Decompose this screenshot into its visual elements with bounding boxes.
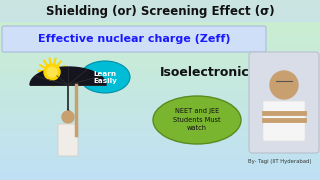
FancyBboxPatch shape [0,0,320,22]
Circle shape [270,71,298,99]
Text: Isoelectronic: Isoelectronic [160,66,250,78]
Ellipse shape [80,61,130,93]
Text: NEET and JEE
Students Must
watch: NEET and JEE Students Must watch [173,109,221,132]
FancyBboxPatch shape [249,52,319,153]
Circle shape [62,111,74,123]
FancyBboxPatch shape [2,26,266,52]
Text: Shielding (or) Screening Effect (σ): Shielding (or) Screening Effect (σ) [46,4,274,17]
Circle shape [44,64,60,80]
Text: By- Tagi (IIT Hyderabad): By- Tagi (IIT Hyderabad) [248,159,311,165]
Text: Learn
Easily: Learn Easily [93,71,117,84]
Circle shape [47,67,57,77]
Polygon shape [30,67,106,85]
FancyBboxPatch shape [263,101,305,141]
Text: Effective nuclear charge (Zeff): Effective nuclear charge (Zeff) [38,34,230,44]
FancyBboxPatch shape [58,124,78,156]
Ellipse shape [153,96,241,144]
